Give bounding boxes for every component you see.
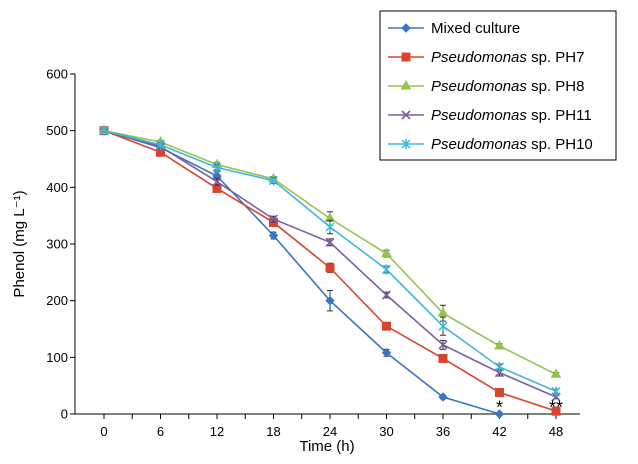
- data-point: [212, 183, 222, 193]
- x-tick-label: 36: [436, 424, 450, 439]
- annotation-layer: * **: [496, 398, 563, 418]
- x-tick-label: 6: [157, 424, 164, 439]
- y-tick-label: 100: [46, 350, 68, 365]
- legend-item-3: Pseudomonas sp. PH8: [388, 78, 584, 95]
- legend-label-rest: sp. PH11: [527, 107, 592, 124]
- legend-swatch-marker: [401, 110, 411, 120]
- x-axis-title: Time (h): [299, 438, 354, 455]
- legend-label-rest: sp. PH7: [527, 49, 585, 66]
- legend-item-5: Pseudomonas sp. PH10: [388, 136, 593, 153]
- x-tick-label: 42: [492, 424, 506, 439]
- legend-label-genus: Pseudomonas: [431, 78, 527, 95]
- data-point: [212, 162, 222, 173]
- significance-marker: *: [496, 398, 503, 418]
- legend-label-genus: Pseudomonas: [431, 136, 527, 153]
- data-point: [268, 214, 279, 224]
- legend-label: Pseudomonas sp. PH10: [431, 136, 593, 153]
- legend-swatch-marker: [400, 79, 412, 90]
- series-line: [103, 129, 557, 376]
- data-point: [268, 175, 279, 186]
- significance-marker: **: [549, 398, 563, 418]
- data-point: [381, 264, 392, 275]
- legend-label: Pseudomonas sp. PH11: [431, 107, 592, 124]
- data-point: [268, 230, 279, 241]
- legend-label-rest: sp. PH8: [527, 78, 585, 95]
- data-point: [325, 222, 335, 232]
- data-point: [325, 237, 335, 247]
- x-tick-label: 48: [549, 424, 563, 439]
- data-point: [325, 263, 335, 273]
- data-point: [438, 392, 448, 402]
- x-tick-label: 24: [323, 424, 337, 439]
- series-2: [99, 126, 561, 416]
- data-point: [212, 177, 222, 187]
- legend-swatch-marker: [401, 23, 411, 33]
- x-tick-label: 12: [210, 424, 224, 439]
- legend-label: Pseudomonas sp. PH7: [431, 49, 584, 66]
- x-tick-label: 18: [266, 424, 280, 439]
- axes: 0 100 200 300 400 500 600 0 6 12 18 24 30 36 42 48 Tim…: [11, 67, 580, 455]
- data-point: [494, 409, 505, 419]
- data-point: [437, 307, 449, 317]
- legend-label-rest: sp. PH10: [527, 136, 593, 153]
- legend-label: Mixed culture: [431, 20, 520, 37]
- x-tick-label: 0: [100, 424, 107, 439]
- series-1: [99, 125, 505, 419]
- data-point: [155, 139, 166, 150]
- series-line: [103, 129, 557, 393]
- data-point: [551, 386, 561, 397]
- y-axis-title: Phenol (mg L⁻¹): [11, 190, 28, 297]
- data-point: [382, 321, 391, 331]
- legend-item-1: Mixed culture: [388, 20, 520, 37]
- y-tick-label: 400: [46, 180, 68, 195]
- series-5: [99, 125, 561, 397]
- series-layer: [98, 124, 562, 419]
- legend-label-genus: Pseudomonas: [431, 49, 527, 66]
- y-tick-label: 200: [46, 293, 68, 308]
- legend-swatch-marker: [401, 52, 411, 62]
- legend-label: Pseudomonas sp. PH8: [431, 78, 584, 95]
- data-point: [438, 321, 448, 332]
- data-point: [494, 361, 505, 372]
- data-point: [438, 340, 448, 350]
- data-point: [551, 406, 561, 416]
- y-tick-label: 300: [46, 237, 68, 252]
- data-point: [495, 387, 504, 397]
- y-tick-label: 600: [46, 67, 68, 82]
- legend-item-2: Pseudomonas sp. PH7: [388, 49, 584, 66]
- data-point: [325, 295, 335, 306]
- data-point: [381, 247, 392, 258]
- legend-swatch-marker: [401, 139, 411, 149]
- data-point: [381, 348, 392, 358]
- x-tick-label: 30: [379, 424, 393, 439]
- data-point: [438, 353, 448, 363]
- data-point: [494, 339, 505, 350]
- series-3: [98, 124, 562, 378]
- legend-label-rest: Mixed culture: [431, 20, 520, 37]
- series-line: [103, 129, 500, 415]
- data-point: [381, 290, 392, 300]
- y-tick-label: 0: [61, 407, 68, 422]
- y-ticks: 0 100 200 300 400 500 600: [46, 67, 75, 422]
- y-tick-label: 500: [46, 123, 68, 138]
- legend-item-4: Pseudomonas sp. PH11: [388, 107, 592, 124]
- legend-label-genus: Pseudomonas: [431, 107, 527, 124]
- data-point: [99, 125, 109, 136]
- x-ticks: 0 6 12 18 24 30 36 42 48: [100, 414, 563, 439]
- data-point: [550, 368, 562, 378]
